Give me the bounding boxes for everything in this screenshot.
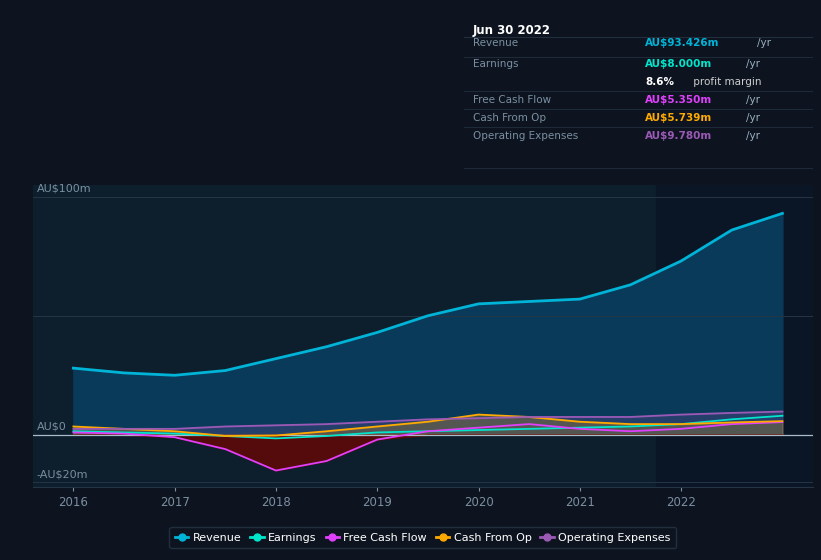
Bar <box>656 185 813 487</box>
Text: AU$8.000m: AU$8.000m <box>645 59 713 69</box>
Text: /yr: /yr <box>745 59 759 69</box>
Text: /yr: /yr <box>745 131 759 141</box>
Text: AU$100m: AU$100m <box>37 184 91 194</box>
Text: profit margin: profit margin <box>690 77 761 87</box>
Text: /yr: /yr <box>745 95 759 105</box>
Legend: Revenue, Earnings, Free Cash Flow, Cash From Op, Operating Expenses: Revenue, Earnings, Free Cash Flow, Cash … <box>169 527 677 548</box>
Text: AU$93.426m: AU$93.426m <box>645 38 720 48</box>
Text: AU$5.739m: AU$5.739m <box>645 113 713 123</box>
Text: Jun 30 2022: Jun 30 2022 <box>473 24 551 37</box>
Text: AU$5.350m: AU$5.350m <box>645 95 713 105</box>
Text: AU$0: AU$0 <box>37 422 67 432</box>
Text: Operating Expenses: Operating Expenses <box>473 131 578 141</box>
Text: AU$9.780m: AU$9.780m <box>645 131 713 141</box>
Text: /yr: /yr <box>745 113 759 123</box>
Text: Free Cash Flow: Free Cash Flow <box>473 95 551 105</box>
Text: /yr: /yr <box>757 38 771 48</box>
Text: Revenue: Revenue <box>473 38 518 48</box>
Text: -AU$20m: -AU$20m <box>37 469 88 479</box>
Text: Cash From Op: Cash From Op <box>473 113 546 123</box>
Text: Earnings: Earnings <box>473 59 518 69</box>
Text: 8.6%: 8.6% <box>645 77 674 87</box>
